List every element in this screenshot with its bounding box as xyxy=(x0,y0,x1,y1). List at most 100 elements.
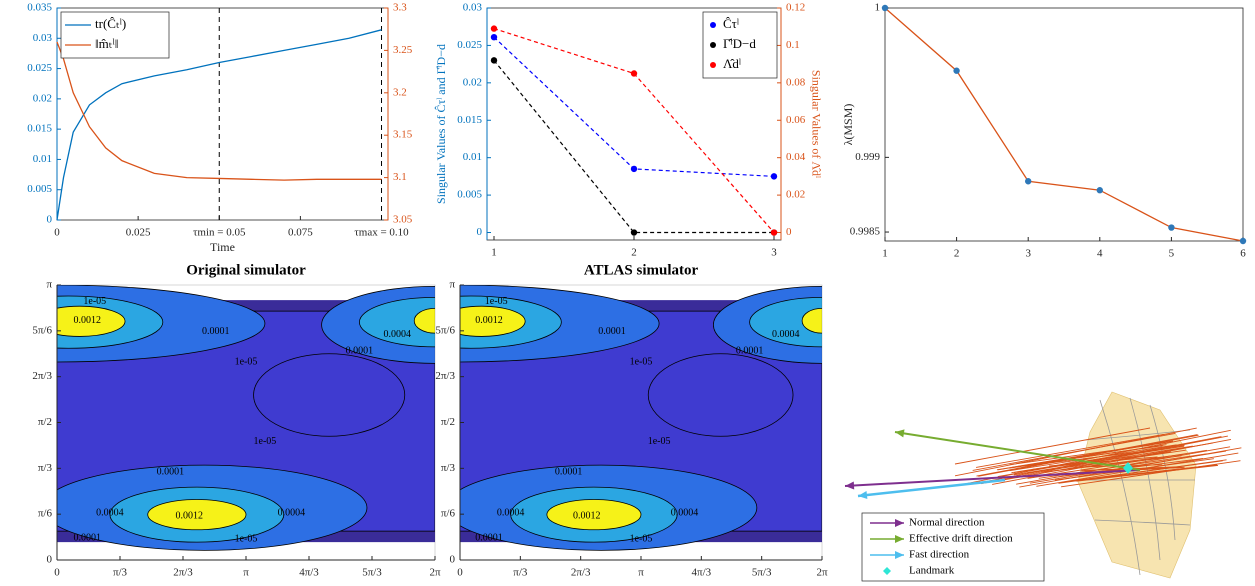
landmark xyxy=(1123,462,1133,474)
contour-label: 1e-05 xyxy=(648,436,671,447)
legend-box xyxy=(60,11,170,59)
y2-tick-label: 3.1 xyxy=(393,171,407,183)
x-tick-label: 3 xyxy=(1025,248,1031,260)
arrow-shaft xyxy=(894,431,1141,471)
x-tick-label: 2π/3 xyxy=(571,567,591,579)
x-tick-label: 0 xyxy=(54,567,60,579)
contour-label: 0.0001 xyxy=(555,466,583,477)
arrow-head xyxy=(895,551,904,559)
y-tick-label: 0.02 xyxy=(33,92,52,104)
vector-plot: Normal direction Effective drift directio… xyxy=(844,391,1242,582)
contour-fills xyxy=(460,285,822,551)
trajectory xyxy=(975,434,1164,468)
contour-label: 1e-05 xyxy=(83,296,106,307)
y2-tick-label: 3.2 xyxy=(393,86,407,98)
legend-label: Landmark xyxy=(909,565,955,577)
trajectory xyxy=(1049,456,1158,467)
x-tick-label: 2 xyxy=(954,248,960,260)
contour-line xyxy=(647,353,794,437)
series-line xyxy=(493,60,774,234)
contour-label: 0.0012 xyxy=(573,510,601,521)
y-tick-label: 1 xyxy=(875,2,881,14)
x-tick-label: 6 xyxy=(1240,248,1246,260)
trajectory xyxy=(1061,460,1241,488)
y-tick-label: 0 xyxy=(47,214,53,226)
contour-line xyxy=(253,353,406,437)
y2-tick-label: 0.04 xyxy=(786,151,806,163)
surface xyxy=(1077,391,1197,579)
arrow-head xyxy=(895,519,904,527)
legend-marker xyxy=(883,567,891,575)
y-tick-label: 0.015 xyxy=(457,114,482,126)
y-tick-label: 0.01 xyxy=(33,153,52,165)
contour-label: 0.0004 xyxy=(278,508,306,519)
y2-tick-label: 3.15 xyxy=(393,129,413,141)
contour-fill xyxy=(801,307,822,334)
contour-label: 0.0001 xyxy=(157,466,185,477)
data-point xyxy=(630,70,638,77)
contour-fills xyxy=(57,285,435,551)
x-tick-label: 5π/3 xyxy=(362,567,382,579)
y-tick-label: 0.03 xyxy=(33,32,53,44)
y-tick-label: 0.03 xyxy=(463,2,483,14)
contour-chart: 1e-05 1e-05 1e-05 1e-05 0.0001 0.0001 0.0001 0.… xyxy=(435,262,828,579)
contour-label: 1e-05 xyxy=(235,356,258,367)
contour-label: 0.0001 xyxy=(346,345,374,356)
x-tick-label: 0 xyxy=(54,227,60,239)
surface-grid xyxy=(1149,404,1176,541)
contour-label: 0.0001 xyxy=(73,532,101,543)
trajectory xyxy=(1016,446,1231,485)
y2-tick-label: 0.1 xyxy=(786,39,800,51)
contour-label: 1e-05 xyxy=(485,296,508,307)
data-point xyxy=(630,229,638,236)
y-axis-label: λ(MSM) xyxy=(841,104,855,146)
legend-label: Λ̂dˡ xyxy=(723,56,742,71)
data-point xyxy=(953,67,960,74)
legend-box xyxy=(861,512,1045,582)
trajectory xyxy=(1076,464,1219,482)
series-line xyxy=(56,41,382,181)
x-tick-label: 2π xyxy=(816,567,828,579)
y2-tick-label: 3.05 xyxy=(393,214,413,226)
contour-label: 0.0004 xyxy=(772,329,800,340)
y-tick-label: 5π/6 xyxy=(32,324,52,336)
legend-label: Ĉτˡ xyxy=(723,16,740,31)
x-tick-label: 5π/3 xyxy=(752,567,772,579)
series-line xyxy=(56,29,382,221)
arrow-shaft xyxy=(844,469,1141,487)
x-tick-label: π xyxy=(638,567,644,579)
contour-label: 0.0001 xyxy=(475,532,503,543)
trajectory xyxy=(997,440,1174,471)
x-tick-label: 4 xyxy=(1097,248,1103,260)
y2-tick-label: 3.25 xyxy=(393,44,413,56)
y-tick-label: 0.999 xyxy=(855,151,880,163)
y-tick-label: 0.01 xyxy=(463,151,482,163)
y-tick-label: π/2 xyxy=(38,416,52,428)
contour-label: 0.0001 xyxy=(202,326,230,337)
y-tick-label: 0.015 xyxy=(27,123,52,135)
contour-label: 1e-05 xyxy=(254,436,277,447)
y-tick-label: 0 xyxy=(477,226,483,238)
x-tick-label: 4π/3 xyxy=(299,567,319,579)
y-tick-label: 2π/3 xyxy=(32,370,52,382)
y2-tick-label: 0 xyxy=(786,226,792,238)
contour-fill xyxy=(57,305,126,337)
arrow-head xyxy=(895,535,904,543)
arrow-head xyxy=(845,481,855,490)
line-chart: 1 2 300.0050.010.0150.020.0250.0300.020.04… xyxy=(434,2,824,259)
contour-fill xyxy=(359,296,435,348)
contour-fill xyxy=(413,307,435,334)
x-tick-label: 1 xyxy=(882,248,888,260)
x-tick-label: π/3 xyxy=(513,567,528,579)
trajectory xyxy=(992,438,1231,485)
y-tick-label: 5π/6 xyxy=(435,324,455,336)
data-point xyxy=(770,173,778,180)
x-axis-label: Time xyxy=(210,240,235,254)
contour-label: 0.0004 xyxy=(671,508,699,519)
contour-fill xyxy=(749,296,822,348)
x-tick-label: 0 xyxy=(457,567,463,579)
y-axis-label: Singular Values of Ĉτˡ and Γ̂ˡD−d xyxy=(434,44,448,204)
contour-label: 0.0004 xyxy=(96,508,124,519)
series-line xyxy=(884,7,1244,242)
